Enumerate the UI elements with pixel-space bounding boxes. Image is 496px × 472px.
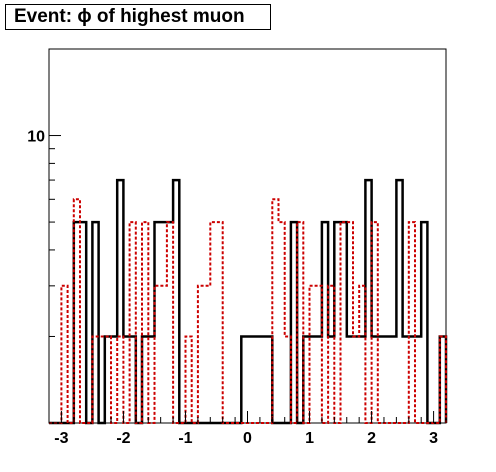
x-tick-label: 2	[367, 430, 376, 447]
x-tick-label: 3	[429, 430, 438, 447]
x-tick-label: -3	[54, 430, 68, 447]
chart-title: Event: ϕ of highest muon	[5, 4, 271, 30]
y-tick-label: 10	[27, 129, 45, 146]
series-layer	[49, 178, 448, 425]
plot-frame	[48, 48, 447, 424]
x-tick-label: -1	[178, 430, 192, 447]
x-tick-label: 1	[305, 430, 314, 447]
axis-layer: -3 -2 -1 0 1 2 3 10	[27, 48, 447, 447]
x-tick-label: -2	[116, 430, 130, 447]
histogram-series-1	[49, 178, 448, 425]
x-tick-label: 0	[243, 430, 252, 447]
histogram-series-2	[49, 198, 447, 424]
